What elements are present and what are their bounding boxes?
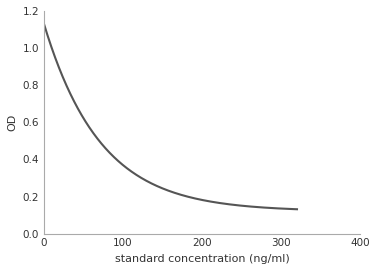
X-axis label: standard concentration (ng/ml): standard concentration (ng/ml) (115, 254, 290, 264)
Y-axis label: OD: OD (7, 114, 17, 131)
